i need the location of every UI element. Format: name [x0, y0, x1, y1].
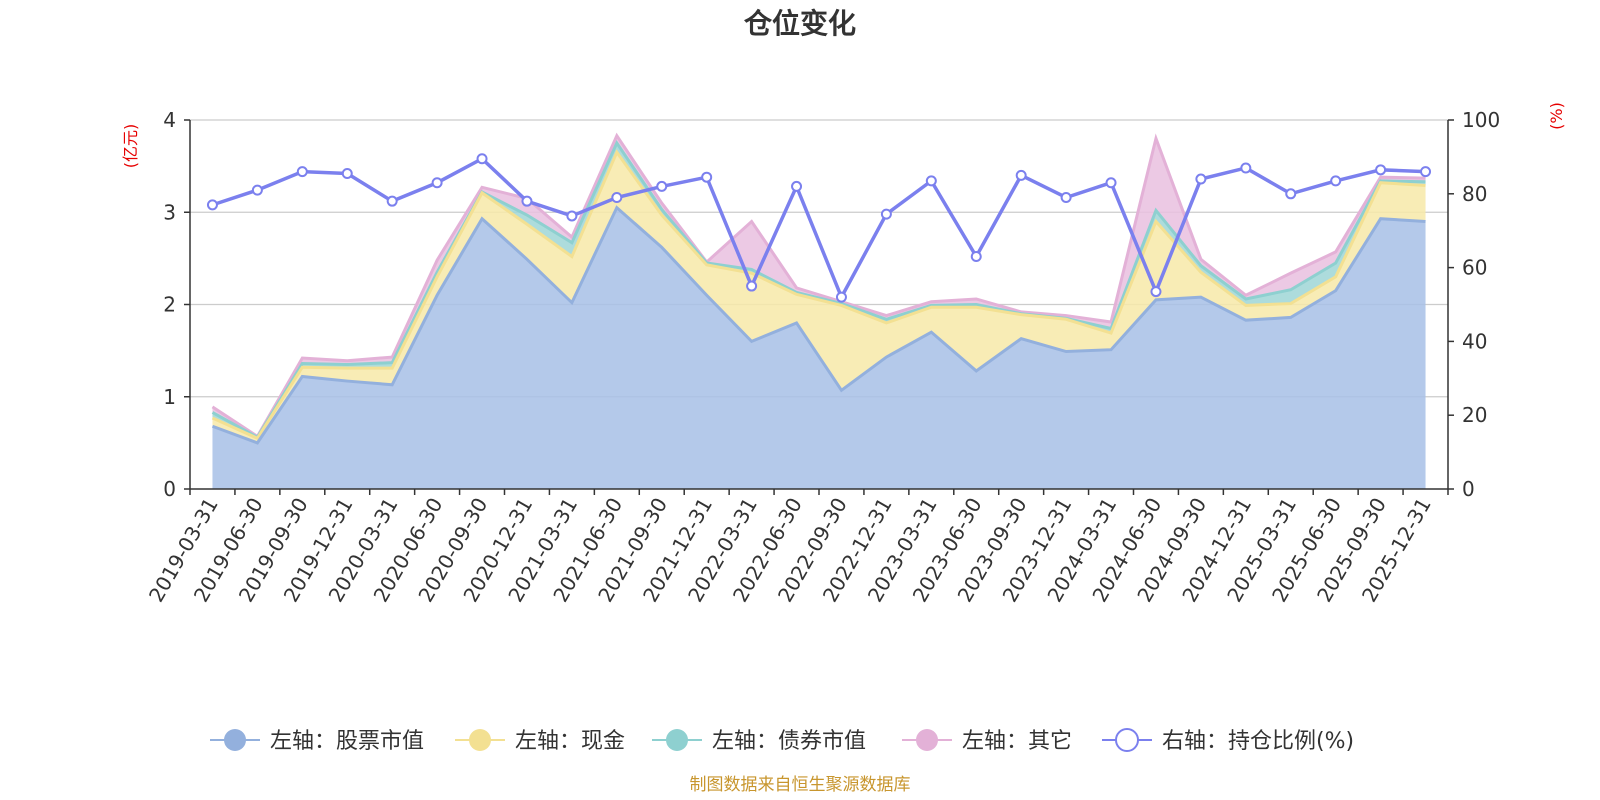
holding-ratio-point	[1105, 177, 1117, 189]
legend-marker	[916, 729, 938, 751]
holding-ratio-line	[206, 153, 1432, 303]
legend-label: 左轴：其它	[962, 729, 1072, 754]
right-axis-tick-label: 20	[1462, 403, 1487, 427]
legend: 左轴：股票市值 左轴：现金 左轴：债券市值 左轴：其它 右轴：持仓比例(%)	[210, 728, 1354, 754]
left-axis-unit: (亿元)	[121, 124, 140, 169]
left-axis-tick-label: 1	[163, 385, 176, 409]
holding-ratio-point	[1195, 173, 1207, 185]
holding-ratio-point	[476, 153, 488, 165]
legend-item: 左轴：现金	[455, 729, 625, 754]
right-axis-tick-label: 100	[1462, 108, 1500, 132]
right-axis-tick-label: 60	[1462, 256, 1487, 280]
right-axis-tick-label: 40	[1462, 329, 1487, 353]
holding-ratio-point	[296, 166, 308, 178]
legend-label: 左轴：债券市值	[712, 729, 866, 754]
legend-item: 左轴：债券市值	[652, 729, 866, 754]
holding-ratio-point	[1375, 164, 1387, 176]
holding-ratio-point	[656, 180, 668, 192]
holding-ratio-point	[206, 199, 218, 211]
left-axis-tick-label: 3	[163, 200, 176, 224]
holding-ratio-point	[1330, 175, 1342, 187]
area-edge-series-3	[211, 139, 1426, 440]
right-axis-tick-label: 80	[1462, 182, 1487, 206]
holding-ratio-path	[211, 156, 1426, 302]
left-axis-tick-label: 2	[163, 293, 176, 317]
data-source-note: 制图数据来自恒生聚源数据库	[690, 775, 911, 795]
left-axis-tick-label: 0	[163, 477, 176, 501]
legend-marker	[666, 729, 688, 751]
holding-ratio-point	[1015, 169, 1027, 181]
holding-ratio-point	[1150, 286, 1162, 298]
holding-ratio-point	[835, 291, 847, 303]
holding-ratio-point	[925, 175, 937, 187]
left-axis-tick-label: 4	[163, 108, 176, 132]
holding-ratio-point	[431, 177, 443, 189]
legend-item: 右轴：持仓比例(%)	[1102, 728, 1354, 754]
holding-ratio-point	[880, 208, 892, 220]
holding-ratio-point	[1240, 162, 1252, 174]
chart-title: 仓位变化	[744, 7, 856, 40]
holding-ratio-point	[566, 210, 578, 222]
holding-ratio-point	[521, 195, 533, 207]
holding-ratio-point	[611, 191, 623, 203]
holding-ratio-point	[1285, 188, 1297, 200]
legend-item: 左轴：股票市值	[210, 729, 424, 754]
holding-ratio-point	[970, 251, 982, 263]
legend-label: 右轴：持仓比例(%)	[1162, 729, 1354, 754]
holding-ratio-point	[746, 280, 758, 292]
area-series-2	[212, 152, 1426, 443]
right-axis-tick-label: 0	[1462, 477, 1475, 501]
holding-ratio-point	[701, 171, 713, 183]
stacked-areas	[211, 132, 1426, 489]
holding-ratio-point	[1060, 191, 1072, 203]
right-axis-unit: (%)	[1547, 102, 1566, 130]
legend-item: 左轴：其它	[902, 729, 1072, 754]
area-edge-series-1	[211, 205, 1426, 445]
holding-ratio-point	[791, 180, 803, 192]
legend-marker	[1115, 728, 1139, 752]
legend-marker	[469, 729, 491, 751]
legend-marker	[224, 729, 246, 751]
holding-ratio-point	[1420, 166, 1432, 178]
area-edge-series-2	[211, 149, 1426, 441]
area-series-1	[212, 207, 1426, 489]
area-edge-series-4	[211, 132, 1426, 439]
holding-ratio-point	[386, 195, 398, 207]
legend-label: 左轴：现金	[515, 729, 625, 754]
holding-ratio-point	[251, 184, 263, 196]
legend-label: 左轴：股票市值	[270, 729, 424, 754]
holding-ratio-point	[341, 168, 353, 180]
